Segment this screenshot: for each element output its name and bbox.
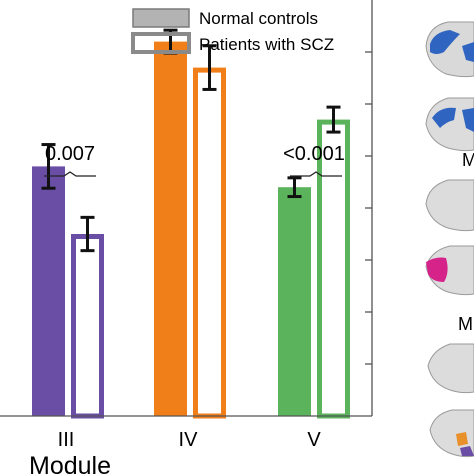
significance-mark-III [44, 171, 96, 177]
x-tick-label-V: V [307, 429, 321, 451]
error-bar-V-patients-scz [326, 105, 341, 134]
brain-module-label-cropped-1: M [462, 150, 474, 170]
brain-highlight-blue-1 [430, 30, 460, 54]
bar-III-patients-scz [71, 234, 104, 419]
significance-label-V: <0.001 [283, 143, 345, 165]
plot-area [32, 28, 350, 419]
brain-highlight-magenta [426, 257, 448, 282]
brain-surface-2 [425, 97, 474, 152]
bar-V-patients-scz [317, 119, 350, 419]
y-axis-ticks [365, 51, 372, 365]
significance-mark-V [290, 171, 342, 177]
brain-highlight-blue-2 [462, 42, 474, 62]
legend-swatch-normal-controls [132, 8, 190, 28]
error-bar-IV-patients-scz [202, 44, 217, 91]
brain-highlight-orange [456, 432, 468, 446]
brain-highlight-blue-4 [462, 108, 474, 132]
brain-highlight-blue-3 [432, 107, 456, 128]
bar-III-normal-controls [32, 166, 65, 416]
legend-swatch-patients-scz [131, 32, 191, 54]
error-bar-III-normal-controls [41, 143, 56, 190]
bar-V-normal-controls [278, 187, 311, 416]
brain-surface-3 [425, 179, 474, 232]
bar-IV-patients-scz [193, 67, 226, 419]
brain-module-label-cropped-2: M [458, 314, 473, 334]
error-bar-III-patients-scz [80, 215, 95, 253]
x-tick-label-IV: IV [179, 429, 199, 451]
significance-label-III: 0.007 [45, 143, 95, 165]
legend: Normal controls Patients with SCZ [131, 8, 334, 54]
bar-IV-normal-controls [154, 41, 187, 416]
brain-surface-5 [427, 343, 474, 394]
legend-label-normal-controls: Normal controls [199, 9, 318, 28]
legend-label-patients-scz: Patients with SCZ [199, 35, 334, 54]
x-axis-label: Module [29, 452, 111, 474]
x-tick-label-III: III [58, 429, 75, 451]
brain-maps-panel: M M [425, 21, 474, 458]
error-bar-V-normal-controls [287, 176, 302, 199]
brain-highlight-purple [460, 446, 474, 456]
